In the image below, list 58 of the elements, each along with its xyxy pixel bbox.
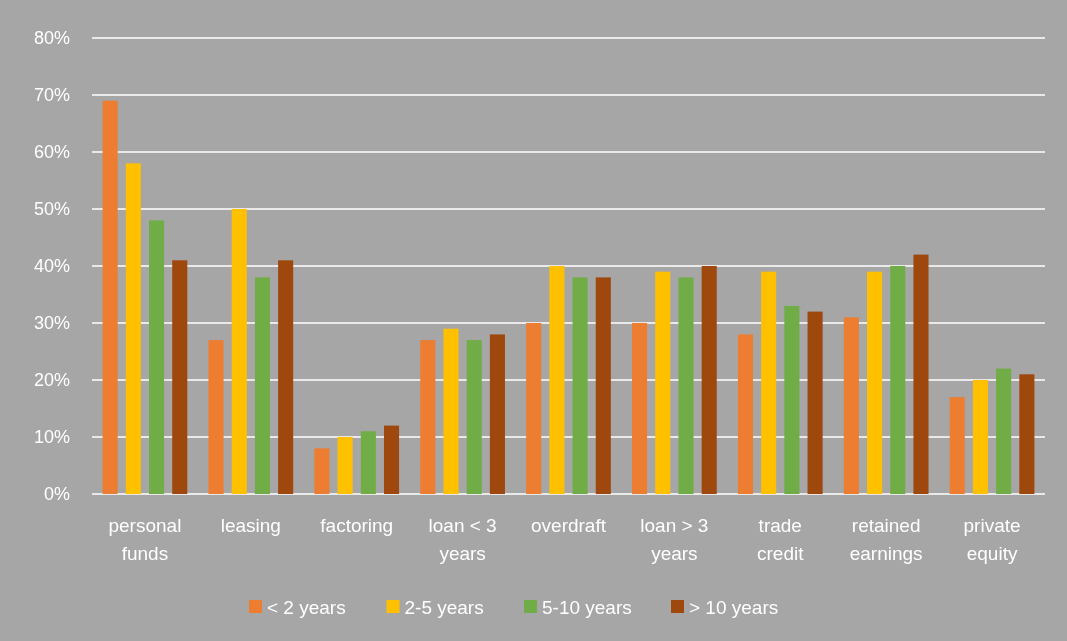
bar	[149, 220, 165, 494]
bar	[466, 340, 482, 494]
x-tick-label: leasing	[220, 515, 281, 536]
bar	[102, 100, 118, 494]
bar	[172, 260, 188, 494]
bar	[125, 163, 141, 494]
bar	[949, 397, 965, 494]
legend-label: > 10 years	[689, 596, 779, 618]
bar	[843, 317, 859, 494]
bar	[314, 448, 330, 494]
y-tick-label: 20%	[33, 370, 70, 391]
x-tick-label: overdraft	[531, 515, 607, 536]
y-tick-label: 70%	[33, 85, 70, 106]
bar	[784, 305, 800, 494]
bar	[996, 368, 1012, 494]
bar	[890, 266, 906, 494]
x-tick-label: private equity	[963, 515, 1021, 564]
bar	[972, 380, 988, 494]
bar	[1019, 374, 1035, 494]
bar	[360, 431, 376, 494]
bar	[867, 271, 883, 494]
x-tick-label: personal funds	[108, 515, 182, 564]
bar	[632, 323, 648, 494]
bar	[489, 334, 505, 494]
bar	[572, 277, 588, 494]
bar	[701, 266, 717, 494]
bar	[549, 266, 565, 494]
bar	[526, 323, 542, 494]
bar	[208, 340, 224, 494]
bar	[655, 271, 671, 494]
bar	[278, 260, 294, 494]
y-tick-label: 80%	[33, 28, 70, 49]
y-tick-label: 30%	[33, 313, 70, 334]
bar	[913, 254, 929, 494]
bar	[443, 328, 459, 494]
bar	[254, 277, 270, 494]
x-tick-label: retained earnings	[849, 515, 923, 564]
x-tick-label: trade credit	[757, 515, 805, 564]
bar	[737, 334, 754, 494]
bar	[761, 271, 777, 494]
y-tick-label: 60%	[33, 142, 70, 163]
legend-label: 2-5 years	[404, 596, 484, 618]
y-tick-label: 0%	[43, 484, 70, 505]
y-tick-label: 40%	[33, 256, 70, 277]
bar	[231, 209, 247, 494]
bar	[337, 437, 353, 494]
y-tick-label: 10%	[33, 427, 70, 448]
x-tick-label: factoring	[320, 515, 394, 536]
legend-label: < 2 years	[267, 596, 346, 618]
bar	[420, 340, 436, 494]
bar	[678, 277, 694, 494]
bar	[595, 277, 611, 494]
y-tick-label: 50%	[33, 199, 70, 220]
x-tick-label: loan < 3 years	[428, 515, 497, 564]
bar	[383, 425, 400, 494]
x-tick-label: loan > 3 years	[640, 515, 709, 564]
legend-label: 5-10 years	[542, 596, 632, 618]
bar	[807, 311, 823, 494]
